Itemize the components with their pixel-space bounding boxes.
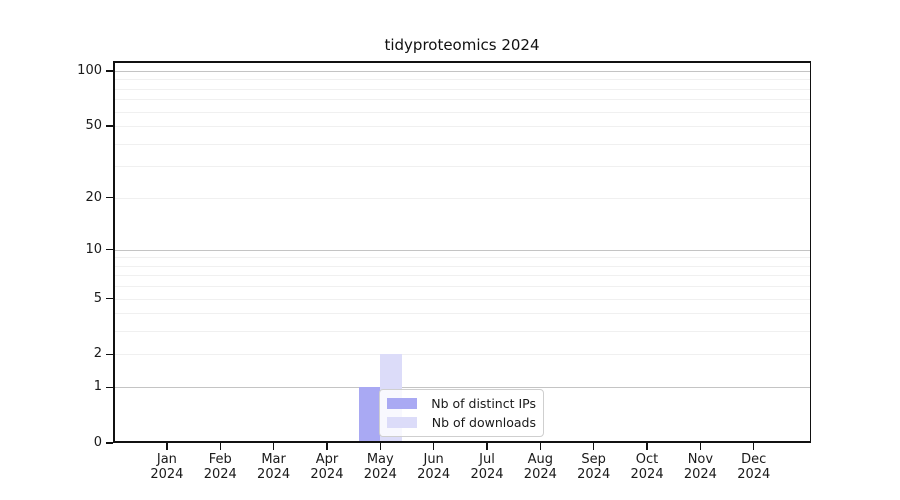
minor-gridline bbox=[113, 79, 811, 81]
y-tick-mark bbox=[106, 353, 113, 356]
x-tick-mark bbox=[219, 443, 221, 450]
x-tick-mark bbox=[539, 443, 542, 450]
x-tick-mark bbox=[593, 443, 595, 450]
x-tick-mark bbox=[486, 443, 488, 450]
y-tick-label: 20 bbox=[85, 189, 102, 205]
x-tick-mark bbox=[326, 443, 328, 450]
minor-gridline bbox=[113, 126, 811, 128]
x-tick-label: Dec 2024 bbox=[722, 452, 786, 482]
y-tick-label: 2 bbox=[93, 346, 102, 362]
x-tick-mark bbox=[699, 443, 702, 450]
x-tick-label: Mar 2024 bbox=[242, 452, 306, 482]
y-tick-label: 100 bbox=[77, 63, 102, 78]
x-tick-month: Apr bbox=[315, 452, 339, 467]
x-tick-year: 2024 bbox=[630, 467, 664, 482]
minor-gridline bbox=[113, 166, 811, 168]
x-tick-mark bbox=[433, 443, 435, 450]
x-tick-mark bbox=[646, 443, 648, 450]
x-tick-year: 2024 bbox=[257, 467, 291, 482]
x-tick-month: Aug bbox=[527, 452, 554, 467]
y-tick-mark bbox=[106, 442, 113, 444]
x-tick-month: Nov bbox=[687, 452, 714, 467]
x-tick-label: May 2024 bbox=[348, 452, 412, 482]
legend-label-distinct-ips: Nb of distinct IPs bbox=[431, 396, 536, 411]
x-tick-year: 2024 bbox=[523, 467, 557, 482]
x-tick-label: Sep 2024 bbox=[562, 452, 626, 482]
top-spine bbox=[113, 61, 811, 63]
minor-gridline bbox=[113, 88, 811, 90]
x-tick-label: Jun 2024 bbox=[402, 452, 466, 482]
x-tick-month: Feb bbox=[208, 452, 232, 467]
legend-item-distinct-ips: Nb of distinct IPs bbox=[387, 396, 536, 411]
x-tick-year: 2024 bbox=[310, 467, 344, 482]
plot-area bbox=[113, 61, 811, 443]
y-tick-mark bbox=[106, 196, 113, 199]
minor-gridline bbox=[113, 143, 811, 145]
x-tick-year: 2024 bbox=[150, 467, 184, 482]
x-tick-label: Aug 2024 bbox=[508, 452, 572, 482]
x-tick-year: 2024 bbox=[577, 467, 611, 482]
x-tick-mark bbox=[379, 443, 381, 450]
x-axis-spine bbox=[113, 441, 811, 443]
x-tick-label: Jan 2024 bbox=[135, 452, 199, 482]
legend: Nb of distinct IPs Nb of downloads bbox=[379, 389, 544, 437]
y-axis-spine bbox=[113, 61, 115, 443]
x-tick-year: 2024 bbox=[203, 467, 237, 482]
legend-label-downloads: Nb of downloads bbox=[431, 415, 536, 430]
x-tick-month: Jul bbox=[479, 452, 495, 467]
x-tick-month: Mar bbox=[261, 452, 286, 467]
right-spine bbox=[809, 61, 811, 443]
y-tick-label: 50 bbox=[85, 118, 102, 134]
x-tick-month: May bbox=[366, 452, 394, 467]
minor-gridline bbox=[113, 257, 811, 259]
y-tick-mark bbox=[106, 125, 113, 127]
x-tick-label: Feb 2024 bbox=[188, 452, 252, 482]
minor-gridline bbox=[113, 265, 811, 267]
x-tick-year: 2024 bbox=[737, 467, 771, 482]
x-tick-year: 2024 bbox=[683, 467, 717, 482]
legend-swatch-downloads-icon bbox=[387, 417, 417, 428]
x-tick-month: Sep bbox=[581, 452, 606, 467]
x-tick-mark bbox=[166, 443, 168, 450]
y-tick-label: 5 bbox=[93, 290, 102, 306]
minor-gridline bbox=[113, 111, 811, 113]
minor-gridline bbox=[113, 197, 811, 199]
x-tick-year: 2024 bbox=[470, 467, 504, 482]
x-tick-year: 2024 bbox=[363, 467, 397, 482]
x-tick-mark bbox=[273, 443, 275, 450]
minor-gridline bbox=[113, 275, 811, 277]
x-tick-label: Jul 2024 bbox=[455, 452, 519, 482]
y-tick-mark bbox=[106, 297, 113, 300]
minor-gridline bbox=[113, 331, 811, 333]
x-tick-label: Nov 2024 bbox=[668, 452, 732, 482]
y-tick-label: 10 bbox=[85, 241, 102, 257]
bar-distinct-ips bbox=[358, 387, 381, 443]
x-tick-month: Dec bbox=[741, 452, 767, 467]
y-tick-mark bbox=[106, 249, 113, 251]
major-gridline bbox=[113, 387, 811, 389]
x-tick-label: Oct 2024 bbox=[615, 452, 679, 482]
y-tick-mark bbox=[106, 386, 113, 388]
minor-gridline bbox=[113, 313, 811, 315]
major-gridline bbox=[113, 71, 811, 72]
legend-item-downloads: Nb of downloads bbox=[387, 415, 536, 430]
legend-swatch-distinct-ips-icon bbox=[387, 398, 417, 409]
x-tick-month: Jan bbox=[156, 452, 177, 467]
y-tick-label: 0 bbox=[93, 435, 102, 450]
y-tick-label: 1 bbox=[93, 379, 102, 395]
minor-gridline bbox=[113, 298, 811, 300]
chart-title: tidyproteomics 2024 bbox=[384, 36, 540, 54]
minor-gridline bbox=[113, 354, 811, 356]
x-tick-label: Apr 2024 bbox=[295, 452, 359, 482]
y-tick-mark bbox=[106, 70, 113, 72]
x-tick-month: Oct bbox=[635, 452, 659, 467]
x-tick-year: 2024 bbox=[417, 467, 451, 482]
minor-gridline bbox=[113, 99, 811, 101]
x-tick-mark bbox=[753, 443, 755, 450]
major-gridline bbox=[113, 249, 811, 251]
minor-gridline bbox=[113, 286, 811, 288]
x-tick-month: Jun bbox=[423, 452, 444, 467]
